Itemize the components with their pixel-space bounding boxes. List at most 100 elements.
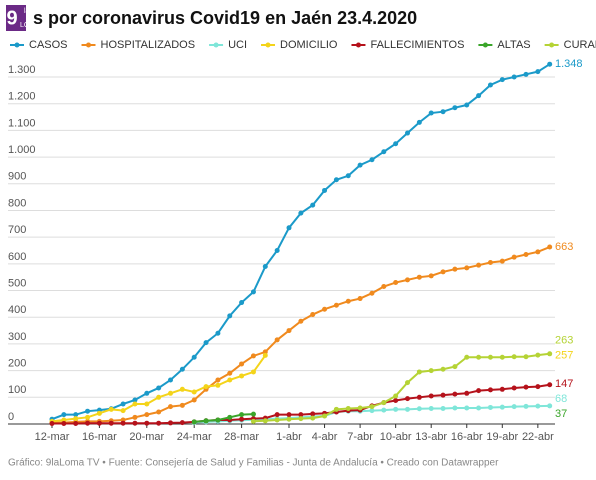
data-point — [547, 351, 553, 357]
data-point — [239, 361, 245, 367]
data-point — [547, 403, 553, 409]
data-point — [239, 300, 245, 306]
data-point — [428, 273, 434, 279]
end-label: 263 — [555, 334, 573, 346]
data-point — [310, 415, 316, 421]
data-point — [310, 202, 316, 208]
data-point — [464, 265, 470, 271]
data-point — [322, 187, 328, 193]
data-point — [274, 337, 280, 343]
data-point — [428, 393, 434, 399]
y-tick-label: 100 — [8, 384, 26, 396]
data-point — [85, 414, 91, 420]
data-point — [168, 420, 173, 426]
data-point — [487, 387, 493, 393]
x-tick-label: 24-mar — [177, 431, 212, 443]
data-point — [262, 264, 268, 270]
data-point — [381, 407, 387, 413]
data-point — [535, 69, 541, 75]
data-point — [357, 162, 363, 168]
x-tick-label: 7-abr — [347, 431, 373, 443]
data-point — [405, 396, 410, 402]
data-point — [487, 404, 493, 410]
x-tick-label: 20-mar — [129, 431, 164, 443]
data-point — [452, 364, 458, 370]
data-point — [73, 412, 79, 418]
data-point — [511, 354, 517, 360]
data-point — [440, 392, 446, 398]
end-label: 147 — [555, 378, 573, 390]
data-point — [286, 416, 292, 422]
legend-dot — [549, 42, 555, 48]
data-point — [345, 406, 351, 412]
data-point — [179, 402, 185, 408]
legend-dot — [86, 42, 92, 48]
end-label: 257 — [555, 349, 573, 361]
data-point — [168, 404, 173, 410]
data-point — [250, 369, 256, 375]
data-point — [440, 406, 446, 412]
data-point — [262, 352, 268, 358]
data-point — [262, 418, 268, 424]
data-point — [535, 249, 541, 255]
data-point — [416, 394, 422, 400]
data-point — [452, 391, 458, 397]
data-point — [345, 173, 351, 179]
data-point — [345, 298, 351, 304]
y-tick-label: 0 — [8, 411, 14, 423]
data-point — [274, 248, 280, 253]
data-point — [61, 417, 67, 423]
legend-dot — [213, 42, 219, 48]
data-point — [298, 412, 304, 418]
y-tick-label: 1.300 — [8, 64, 36, 76]
data-point — [250, 353, 256, 359]
data-point — [511, 404, 517, 410]
y-tick-label: 1.200 — [8, 91, 36, 103]
series-line — [51, 63, 551, 421]
series-line — [253, 352, 550, 423]
data-point — [96, 420, 102, 426]
end-label: 68 — [555, 393, 567, 405]
data-point — [191, 354, 197, 360]
data-point — [464, 390, 470, 396]
x-tick-label: 22-abr — [522, 431, 554, 443]
data-point — [428, 368, 434, 374]
data-point — [499, 386, 505, 392]
y-tick-label: 500 — [8, 277, 26, 289]
data-point — [168, 377, 173, 383]
data-point — [179, 420, 185, 426]
data-point — [357, 296, 363, 302]
data-point — [333, 406, 339, 412]
x-tick-label: 19-abr — [486, 431, 518, 443]
logo-text: LOMA — [20, 22, 40, 29]
data-point — [487, 260, 493, 266]
data-point — [215, 377, 221, 383]
data-point — [156, 385, 162, 391]
data-point — [61, 420, 67, 426]
logo-number: 9 — [6, 7, 17, 29]
data-point — [191, 389, 197, 395]
data-point — [73, 416, 79, 422]
data-point — [191, 397, 197, 403]
data-point — [452, 105, 458, 111]
data-point — [144, 401, 150, 407]
y-tick-label: 1.100 — [8, 117, 36, 129]
data-point — [262, 349, 268, 355]
data-point — [85, 420, 91, 426]
data-point — [274, 417, 280, 423]
data-point — [310, 411, 316, 417]
data-point — [369, 290, 375, 296]
y-tick-label: 300 — [8, 331, 26, 343]
data-point — [298, 210, 304, 216]
data-point — [476, 388, 482, 394]
data-point — [464, 102, 470, 108]
data-point — [120, 401, 126, 407]
data-point — [250, 418, 256, 424]
data-point — [132, 401, 138, 407]
data-point — [416, 119, 422, 125]
data-point — [428, 406, 434, 412]
data-point — [369, 157, 375, 163]
y-tick-label: 700 — [8, 224, 26, 236]
data-point — [464, 354, 470, 360]
